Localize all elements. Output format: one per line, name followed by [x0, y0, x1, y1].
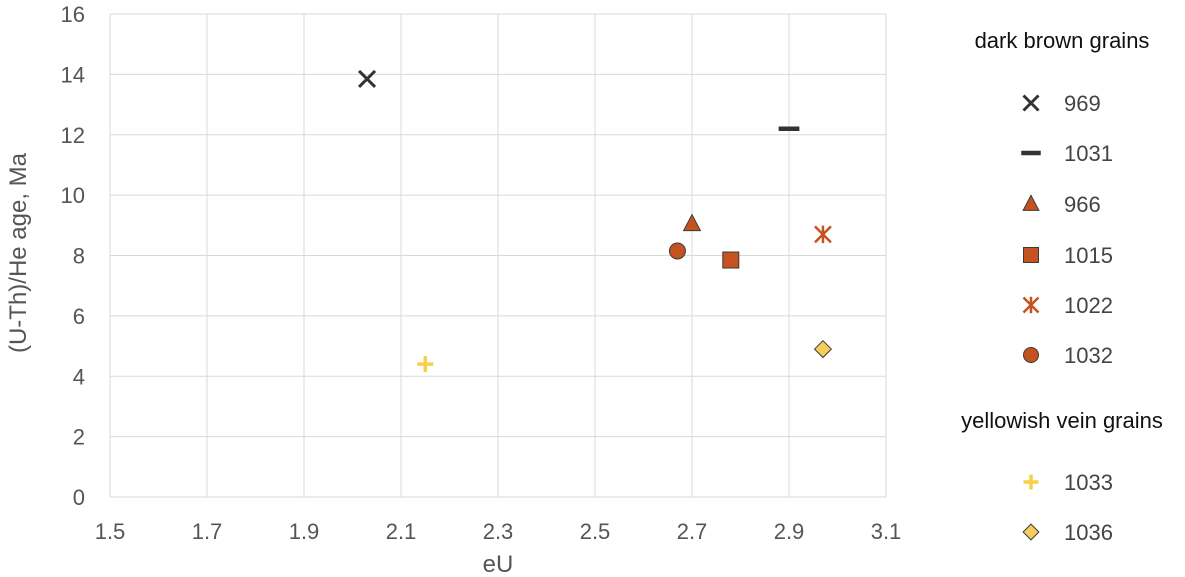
legend-label: 1033	[1064, 470, 1113, 495]
y-tick-label: 14	[61, 62, 85, 87]
data-points	[357, 69, 833, 373]
legend-item-1022: 1022	[1022, 293, 1113, 318]
y-axis-title: (U-Th)/He age, Ma	[5, 152, 32, 353]
marker-asterisk	[814, 225, 832, 244]
legend-item-966: 966	[1022, 192, 1101, 217]
grid-lines	[109, 13, 887, 498]
y-tick-label: 6	[73, 304, 85, 329]
legend-item-969: 969	[1022, 91, 1101, 116]
series-1036	[813, 339, 833, 359]
marker-triangle	[1022, 194, 1040, 211]
legend-label: 1031	[1064, 141, 1113, 166]
y-axis-ticks: 0 2 4 6 8 10 12 14 16	[61, 2, 85, 510]
y-tick-label: 8	[73, 244, 85, 269]
legend-item-1033: 1033	[1023, 470, 1113, 495]
marker-diamond	[1022, 523, 1040, 541]
legend-item-1015: 1015	[1023, 243, 1113, 268]
series-1033	[417, 356, 434, 373]
legend-heading: dark brown grains	[975, 28, 1150, 53]
y-tick-label: 12	[61, 123, 85, 148]
legend-label: 1022	[1064, 293, 1113, 318]
marker-diamond	[813, 339, 833, 359]
series-969	[357, 69, 377, 88]
x-tick-label: 1.5	[95, 519, 126, 544]
y-tick-label: 4	[73, 364, 85, 389]
marker-plus	[1023, 474, 1039, 490]
x-tick-label: 1.9	[289, 519, 320, 544]
x-tick-label: 2.3	[483, 519, 514, 544]
x-tick-label: 2.1	[386, 519, 417, 544]
marker-square	[1023, 247, 1039, 263]
y-tick-label: 10	[61, 183, 85, 208]
marker-triangle	[682, 213, 702, 232]
x-tick-label: 2.5	[580, 519, 611, 544]
y-tick-label: 16	[61, 2, 85, 27]
series-1015	[722, 251, 740, 269]
x-axis-ticks: 1.5 1.7 1.9 2.1 2.3 2.5 2.7 2.9 3.1	[95, 519, 902, 544]
y-tick-label: 0	[73, 485, 85, 510]
x-tick-label: 3.1	[871, 519, 902, 544]
y-tick-label: 2	[73, 425, 85, 450]
legend-heading: yellowish vein grains	[961, 408, 1163, 433]
legend: dark brown grains 969 1031 966 1015 1022 1032 y…	[961, 28, 1163, 545]
legend-label: 1015	[1064, 243, 1113, 268]
marker-circle	[668, 242, 686, 260]
x-tick-label: 2.9	[774, 519, 805, 544]
marker-x	[1022, 94, 1040, 112]
x-axis-title: eU	[483, 551, 514, 577]
legend-label: 1032	[1064, 343, 1113, 368]
marker-asterisk	[1022, 296, 1040, 314]
legend-label: 1036	[1064, 520, 1113, 545]
x-tick-label: 1.7	[192, 519, 223, 544]
legend-label: 969	[1064, 91, 1101, 116]
legend-item-1036: 1036	[1022, 520, 1113, 545]
legend-item-1032: 1032	[1023, 343, 1113, 368]
series-1032	[668, 242, 686, 260]
legend-item-1031: 1031	[1021, 141, 1113, 166]
legend-label: 966	[1064, 192, 1101, 217]
marker-plus	[417, 356, 434, 373]
marker-circle	[1023, 347, 1039, 363]
series-966	[682, 213, 702, 232]
marker-x	[357, 69, 377, 88]
x-tick-label: 2.7	[677, 519, 708, 544]
marker-square	[722, 251, 740, 269]
series-1022	[814, 225, 832, 244]
